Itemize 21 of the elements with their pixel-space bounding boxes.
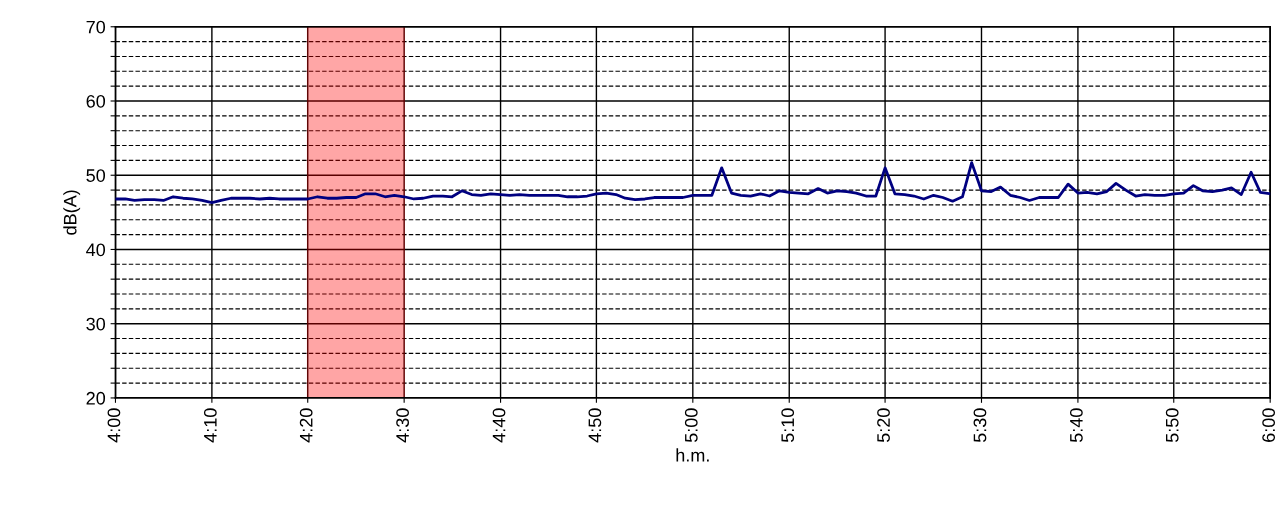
y-tick-label: 40 [86,243,106,257]
x-tick-label: 5:20 [877,408,890,443]
y-axis-title: dB(A) [63,190,81,235]
y-tick-label: 50 [86,169,106,182]
x-tick-label: 5:30 [973,408,987,443]
y-tick-label: 20 [86,391,106,405]
x-tick-label: 5:50 [1165,408,1179,443]
x-tick-label: 5:10 [781,408,795,443]
x-tick-label: 4:50 [588,408,602,443]
x-tick-label: 5:40 [1069,408,1083,443]
y-tick-label: 30 [86,317,106,331]
y-tick-label: 70 [86,20,106,34]
x-tick-label: 5:00 [684,408,698,443]
x-tick-label: 4:40 [492,408,506,443]
x-tick-label: 4:30 [396,408,409,443]
x-tick-label: 4:00 [107,408,121,443]
x-tick-label: 4:10 [203,408,217,443]
x-tick-label: 6:00 [1262,408,1276,442]
x-tick-label: 4:20 [299,408,313,443]
y-tick-label: 60 [86,94,106,108]
x-axis-title: h.m. [676,448,709,462]
